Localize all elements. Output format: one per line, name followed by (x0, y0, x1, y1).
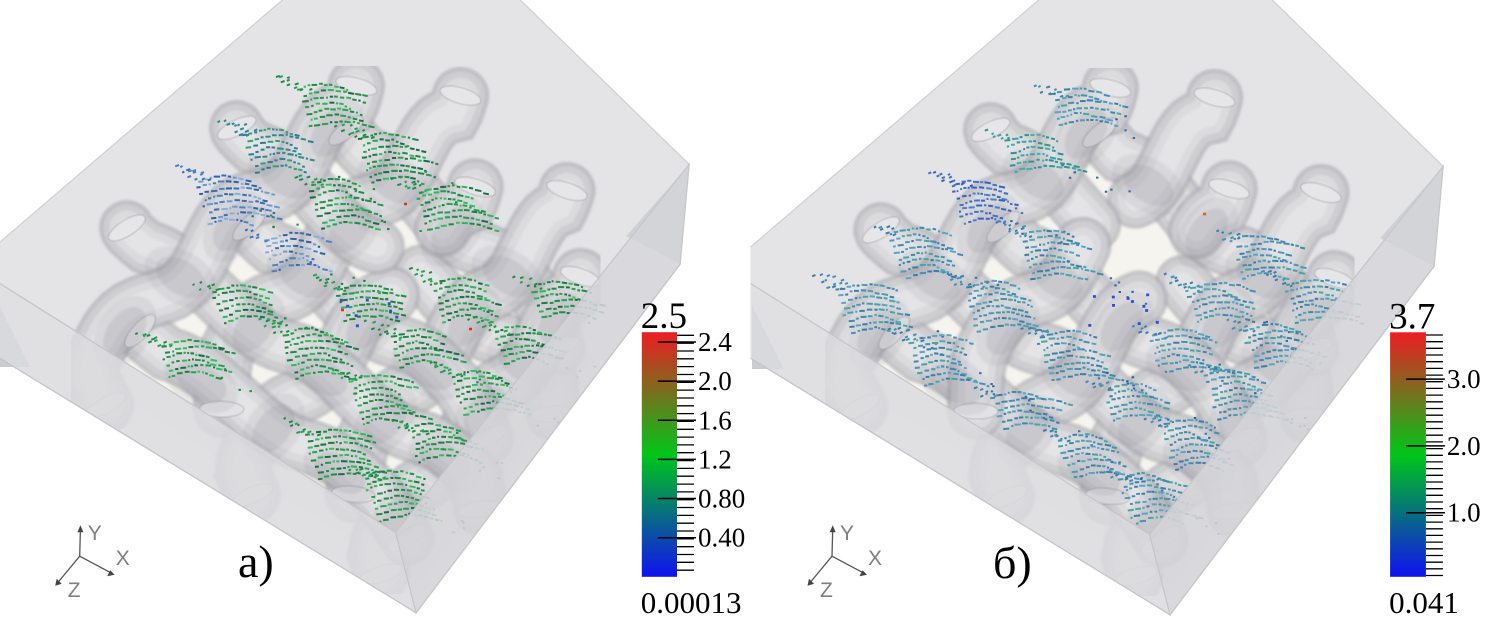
svg-text:Z: Z (820, 579, 833, 602)
svg-text:Z: Z (68, 579, 81, 602)
svg-text:а): а) (238, 536, 274, 587)
svg-text:0.00013: 0.00013 (641, 585, 742, 620)
svg-text:2.4: 2.4 (698, 327, 732, 357)
svg-text:X: X (868, 547, 882, 570)
svg-text:1.0: 1.0 (1447, 498, 1481, 528)
svg-text:б): б) (993, 537, 1032, 588)
svg-text:1.6: 1.6 (698, 405, 732, 435)
svg-text:0.40: 0.40 (698, 523, 745, 553)
svg-text:2.5: 2.5 (641, 296, 687, 337)
svg-text:0.041: 0.041 (1389, 585, 1459, 620)
svg-text:X: X (116, 547, 130, 570)
svg-text:1.2: 1.2 (698, 444, 732, 474)
svg-text:2.0: 2.0 (698, 366, 732, 396)
svg-text:3.0: 3.0 (1447, 364, 1481, 394)
svg-text:Y: Y (840, 522, 854, 545)
svg-text:3.7: 3.7 (1389, 296, 1435, 337)
svg-text:0.80: 0.80 (698, 484, 745, 514)
svg-text:2.0: 2.0 (1447, 431, 1481, 461)
svg-text:Y: Y (88, 522, 102, 545)
